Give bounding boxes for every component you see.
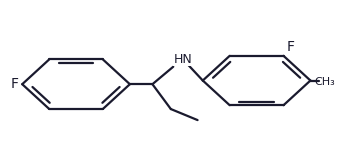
Text: F: F xyxy=(287,40,295,54)
Text: HN: HN xyxy=(173,53,192,66)
Text: CH₃: CH₃ xyxy=(315,77,335,87)
Text: F: F xyxy=(11,77,19,91)
